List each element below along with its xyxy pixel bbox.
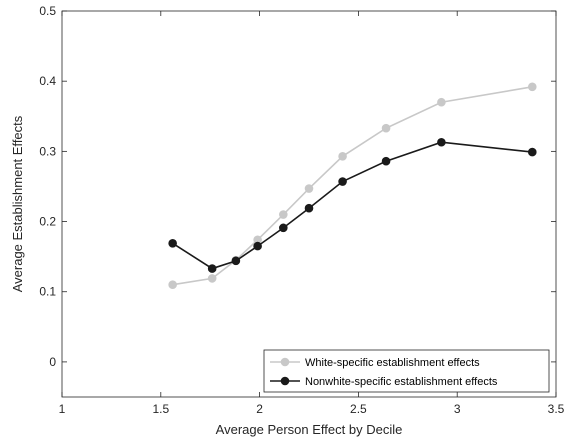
data-point-white [168, 280, 177, 290]
data-point-white [207, 274, 217, 283]
y-tick-label: 0.5 [39, 4, 56, 18]
y-axis-ticks: 0 0.1 0.2 0.3 0.4 0.5 [39, 4, 556, 369]
y-tick-label: 0 [49, 355, 56, 369]
series-line-white [172, 86, 533, 286]
legend-label-white: White-specific establishment effects [305, 357, 480, 369]
x-tick-label: 1.5 [152, 402, 169, 416]
data-point-nonwhite [253, 241, 262, 251]
data-point-white [338, 151, 347, 161]
data-point-nonwhite [338, 177, 347, 186]
series-nonwhite [168, 137, 537, 273]
y-tick-label: 0.1 [39, 285, 56, 299]
series-line-nonwhite [172, 141, 533, 270]
x-tick-label: 3.5 [548, 402, 565, 416]
data-point-nonwhite [381, 156, 391, 166]
series-layer [168, 82, 537, 290]
y-tick-label: 0.2 [39, 215, 56, 229]
y-tick-label: 0.4 [39, 74, 56, 88]
data-point-nonwhite [168, 239, 177, 248]
data-point-nonwhite [527, 147, 537, 157]
data-point-white [381, 123, 391, 133]
data-point-nonwhite [304, 203, 314, 213]
data-point-nonwhite [279, 223, 288, 233]
data-point-white [437, 97, 446, 107]
x-axis-ticks: 1 1.5 2 2.5 3 3.5 [59, 11, 565, 416]
legend: White-specific establishment effects Non… [263, 349, 550, 393]
data-point-white [279, 210, 288, 219]
y-axis-title: Average Establishment Effects [10, 115, 25, 292]
x-tick-label: 2.5 [350, 402, 367, 416]
data-point-white [304, 184, 314, 193]
x-tick-label: 2 [256, 402, 263, 416]
legend-marker-nonwhite [280, 376, 290, 386]
legend-label-nonwhite: Nonwhite-specific establishment effects [305, 376, 498, 388]
y-tick-label: 0.3 [39, 144, 56, 158]
data-point-nonwhite [207, 264, 217, 273]
x-axis-title: Average Person Effect by Decile [216, 422, 403, 437]
x-tick-label: 1 [59, 402, 66, 416]
legend-box [263, 349, 550, 393]
legend-marker-white [280, 357, 290, 367]
data-point-white [527, 82, 537, 92]
data-point-nonwhite [437, 137, 446, 147]
data-point-nonwhite [231, 256, 241, 266]
x-tick-label: 3 [454, 402, 461, 416]
